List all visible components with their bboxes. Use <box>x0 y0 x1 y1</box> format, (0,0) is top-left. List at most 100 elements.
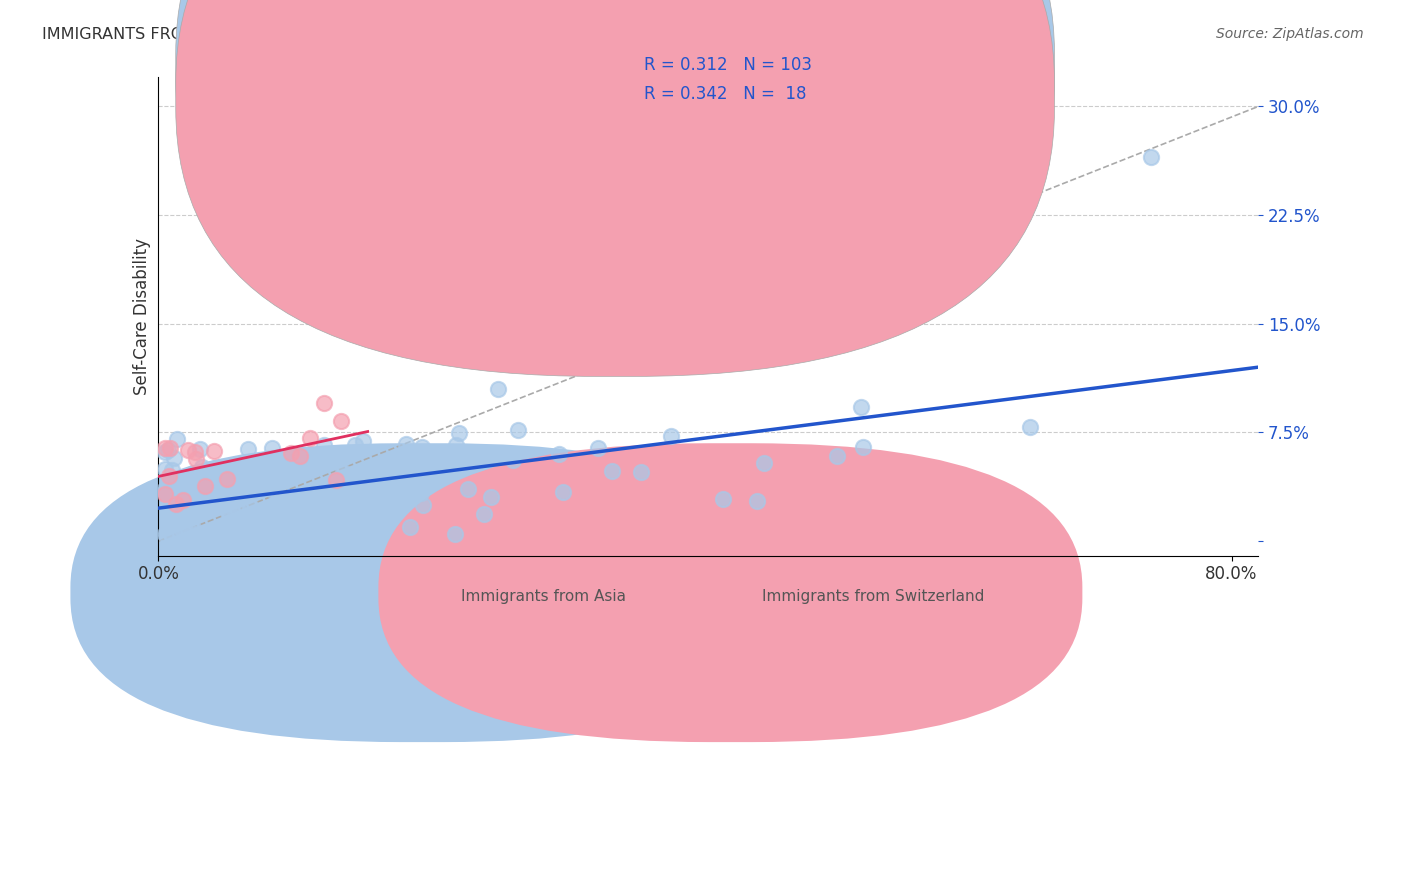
Point <box>153 445 176 459</box>
Point <box>314 438 336 452</box>
Point <box>270 470 292 484</box>
Point <box>202 443 225 458</box>
Point <box>159 441 181 455</box>
Point <box>226 503 249 517</box>
Point <box>547 448 569 462</box>
Point <box>156 443 179 458</box>
Point <box>163 507 186 521</box>
Point <box>221 500 243 514</box>
Point <box>434 449 457 463</box>
Point <box>488 382 510 396</box>
Point <box>366 523 388 537</box>
FancyBboxPatch shape <box>70 443 775 742</box>
Point <box>264 497 287 511</box>
Point <box>325 473 347 487</box>
Point <box>191 473 214 487</box>
Point <box>600 464 623 478</box>
Point <box>1140 150 1163 164</box>
Point <box>188 442 211 456</box>
Point <box>292 527 315 541</box>
Point <box>259 483 281 497</box>
Point <box>284 452 307 467</box>
Point <box>457 482 479 496</box>
Text: IMMIGRANTS FROM ASIA VS IMMIGRANTS FROM SWITZERLAND SELF-CARE DISABILITY CORRELA: IMMIGRANTS FROM ASIA VS IMMIGRANTS FROM … <box>42 27 912 42</box>
Point <box>188 467 211 482</box>
Point <box>745 493 768 508</box>
Point <box>236 522 259 536</box>
Y-axis label: Self-Care Disability: Self-Care Disability <box>134 238 152 395</box>
FancyBboxPatch shape <box>378 443 1083 742</box>
Point <box>851 401 873 415</box>
Text: Source: ZipAtlas.com: Source: ZipAtlas.com <box>1216 27 1364 41</box>
Point <box>193 479 215 493</box>
Point <box>350 491 373 505</box>
Point <box>157 468 180 483</box>
Point <box>297 499 319 513</box>
Point <box>173 520 195 534</box>
Point <box>246 465 269 479</box>
Point <box>221 514 243 528</box>
Point <box>398 520 420 534</box>
Point <box>153 442 176 456</box>
Point <box>177 480 200 494</box>
Point <box>211 527 233 541</box>
Point <box>305 491 328 505</box>
Point <box>332 465 354 479</box>
Point <box>630 465 652 479</box>
Point <box>444 438 467 452</box>
Point <box>661 429 683 443</box>
Point <box>184 451 207 466</box>
Point <box>394 491 416 505</box>
Point <box>395 437 418 451</box>
Point <box>228 482 250 496</box>
Point <box>163 450 186 465</box>
Point <box>328 517 350 532</box>
Point <box>172 524 194 539</box>
Point <box>184 444 207 458</box>
Point <box>172 492 194 507</box>
Point <box>153 484 176 499</box>
Point <box>852 440 875 454</box>
Point <box>343 438 366 452</box>
Point <box>752 457 775 471</box>
Point <box>181 521 204 535</box>
Point <box>284 501 307 516</box>
Point <box>195 485 218 500</box>
Point <box>173 514 195 528</box>
Text: Immigrants from Asia: Immigrants from Asia <box>461 589 626 604</box>
Point <box>170 521 193 535</box>
Point <box>297 516 319 531</box>
Point <box>156 493 179 508</box>
Point <box>155 482 177 496</box>
Point <box>217 500 239 515</box>
Point <box>447 425 470 440</box>
Point <box>166 432 188 446</box>
Point <box>479 490 502 504</box>
Point <box>217 505 239 519</box>
Point <box>330 527 353 541</box>
Point <box>187 503 209 517</box>
Point <box>181 466 204 480</box>
Point <box>226 527 249 541</box>
Point <box>307 514 329 528</box>
Point <box>214 468 236 483</box>
Point <box>160 463 183 477</box>
Point <box>236 442 259 456</box>
Point <box>337 527 360 541</box>
Text: Immigrants from Switzerland: Immigrants from Switzerland <box>762 589 984 604</box>
Point <box>586 441 609 455</box>
Point <box>312 396 335 410</box>
Point <box>288 450 311 464</box>
Point <box>298 431 321 445</box>
Point <box>165 497 187 511</box>
Point <box>159 501 181 516</box>
Point <box>153 487 176 501</box>
Text: R = 0.312   N = 103: R = 0.312 N = 103 <box>644 56 811 74</box>
Point <box>193 484 215 499</box>
Point <box>217 472 239 486</box>
Point <box>1019 420 1042 434</box>
Point <box>191 460 214 475</box>
Point <box>276 521 298 535</box>
Point <box>184 527 207 541</box>
Point <box>329 414 352 428</box>
